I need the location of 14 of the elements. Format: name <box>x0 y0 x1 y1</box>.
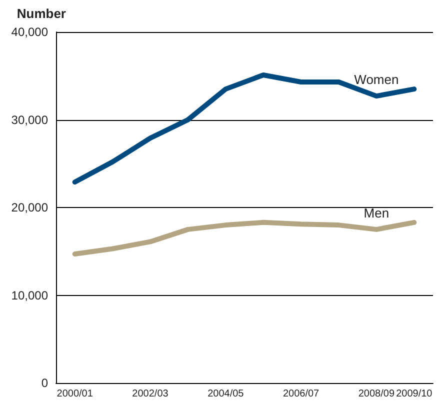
x-tick-label: 2006/07 <box>282 388 320 400</box>
y-tick-label: 10,000 <box>11 288 48 302</box>
series-label: Men <box>364 205 390 220</box>
y-axis-title: Number <box>16 6 66 21</box>
x-tick-label: 2009/10 <box>396 388 433 400</box>
y-tick-label: 40,000 <box>11 25 48 39</box>
x-tick-label: 2000/01 <box>56 388 94 400</box>
x-tick-label: 2004/05 <box>208 388 244 400</box>
x-tick-label: 2002/03 <box>132 388 169 400</box>
series-label: Women <box>354 72 399 88</box>
y-tick-label: 30,000 <box>11 112 48 127</box>
x-tick-label: 2008/09 <box>358 388 395 400</box>
y-tick-label: 0 <box>41 376 48 390</box>
y-tick-label: 20,000 <box>11 200 48 214</box>
